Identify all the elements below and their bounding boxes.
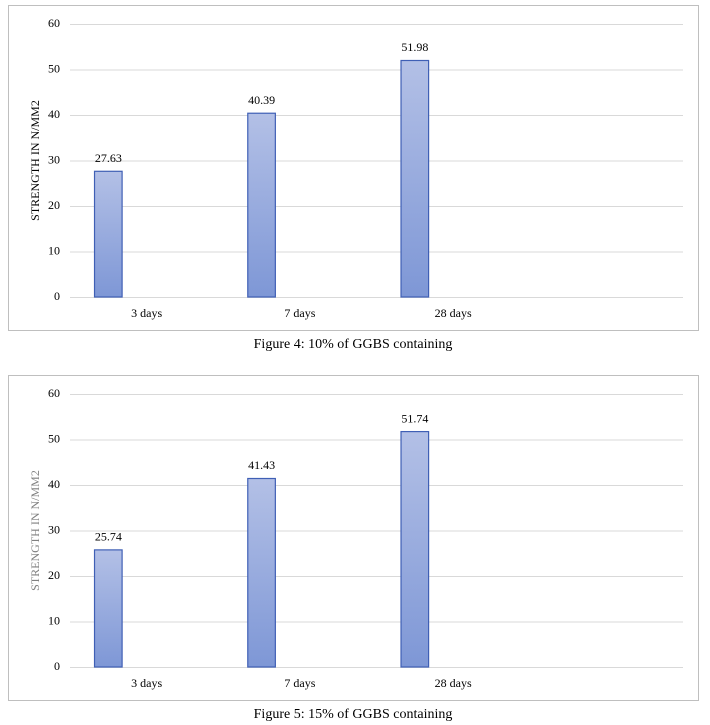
y-tick-label: 50 bbox=[48, 431, 60, 445]
x-tick-label: 28 days bbox=[435, 306, 472, 320]
bar bbox=[93, 170, 123, 298]
y-tick-label: 60 bbox=[48, 16, 60, 30]
x-tick-label: 7 days bbox=[284, 676, 315, 690]
caption: Figure 4: 10% of GGBS containing bbox=[254, 337, 453, 352]
bar bbox=[93, 549, 123, 668]
y-tick-label: 50 bbox=[48, 61, 60, 75]
chart-frame bbox=[8, 5, 699, 331]
y-tick-label: 30 bbox=[48, 522, 60, 536]
y-tick-label: 10 bbox=[48, 613, 60, 627]
bar bbox=[400, 59, 430, 298]
caption: Figure 5: 15% of GGBS containing bbox=[254, 707, 453, 722]
bar bbox=[247, 477, 276, 668]
y-axis-label: STRENGTH IN N/MM2 bbox=[28, 470, 42, 591]
bar bbox=[400, 430, 430, 668]
x-tick-label: 7 days bbox=[284, 306, 315, 320]
data-label: 25.74 bbox=[95, 530, 122, 544]
y-tick-label: 20 bbox=[48, 568, 60, 582]
x-tick-label: 3 days bbox=[131, 306, 162, 320]
y-tick-label: 20 bbox=[48, 198, 60, 212]
y-tick-label: 0 bbox=[54, 289, 60, 303]
y-axis-label: STRENGTH IN N/MM2 bbox=[28, 100, 42, 221]
y-tick-label: 40 bbox=[48, 477, 60, 491]
y-tick-label: 0 bbox=[54, 659, 60, 673]
data-label: 51.74 bbox=[401, 411, 428, 425]
y-tick-label: 10 bbox=[48, 243, 60, 257]
data-label: 41.43 bbox=[248, 458, 275, 472]
bar bbox=[247, 112, 276, 298]
data-label: 51.98 bbox=[401, 40, 428, 54]
y-tick-label: 60 bbox=[48, 386, 60, 400]
y-tick-label: 40 bbox=[48, 107, 60, 121]
data-label: 27.63 bbox=[95, 151, 122, 165]
data-label: 40.39 bbox=[248, 93, 275, 107]
y-tick-label: 30 bbox=[48, 152, 60, 166]
chart-frame bbox=[8, 375, 699, 701]
x-tick-label: 3 days bbox=[131, 676, 162, 690]
x-tick-label: 28 days bbox=[435, 676, 472, 690]
